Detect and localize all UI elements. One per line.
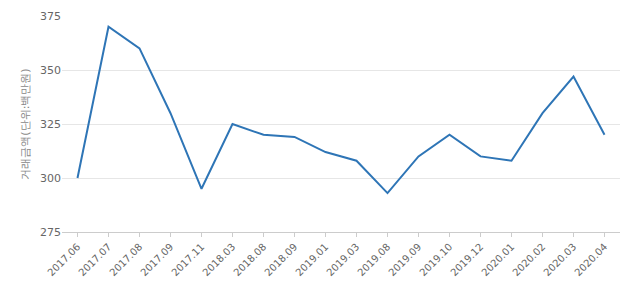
svg-text:거래금액(단위:백만원): 거래금액(단위:백만원) — [19, 68, 32, 179]
svg-text:2020.02: 2020.02 — [510, 241, 547, 278]
svg-text:325: 325 — [40, 118, 61, 131]
svg-text:2019.03: 2019.03 — [324, 241, 361, 278]
svg-text:2018.08: 2018.08 — [231, 241, 268, 278]
svg-text:2017.06: 2017.06 — [45, 241, 82, 278]
svg-text:2019.10: 2019.10 — [417, 241, 454, 278]
svg-text:2020.03: 2020.03 — [541, 241, 578, 278]
svg-text:2018.09: 2018.09 — [262, 241, 299, 278]
svg-text:2019.01: 2019.01 — [293, 241, 330, 278]
svg-text:275: 275 — [40, 226, 61, 239]
svg-text:2019.08: 2019.08 — [355, 241, 392, 278]
svg-text:350: 350 — [40, 64, 61, 77]
svg-text:2017.11: 2017.11 — [169, 241, 206, 278]
svg-text:300: 300 — [40, 172, 61, 185]
svg-text:375: 375 — [40, 10, 61, 23]
svg-text:2017.07: 2017.07 — [76, 241, 113, 278]
svg-text:2020.01: 2020.01 — [479, 241, 516, 278]
svg-text:2019.12: 2019.12 — [448, 241, 485, 278]
svg-text:2018.03: 2018.03 — [200, 241, 237, 278]
svg-text:2017.09: 2017.09 — [138, 241, 175, 278]
svg-text:2020.04: 2020.04 — [572, 241, 609, 278]
svg-text:2019.09: 2019.09 — [386, 241, 423, 278]
svg-text:2017.08: 2017.08 — [107, 241, 144, 278]
